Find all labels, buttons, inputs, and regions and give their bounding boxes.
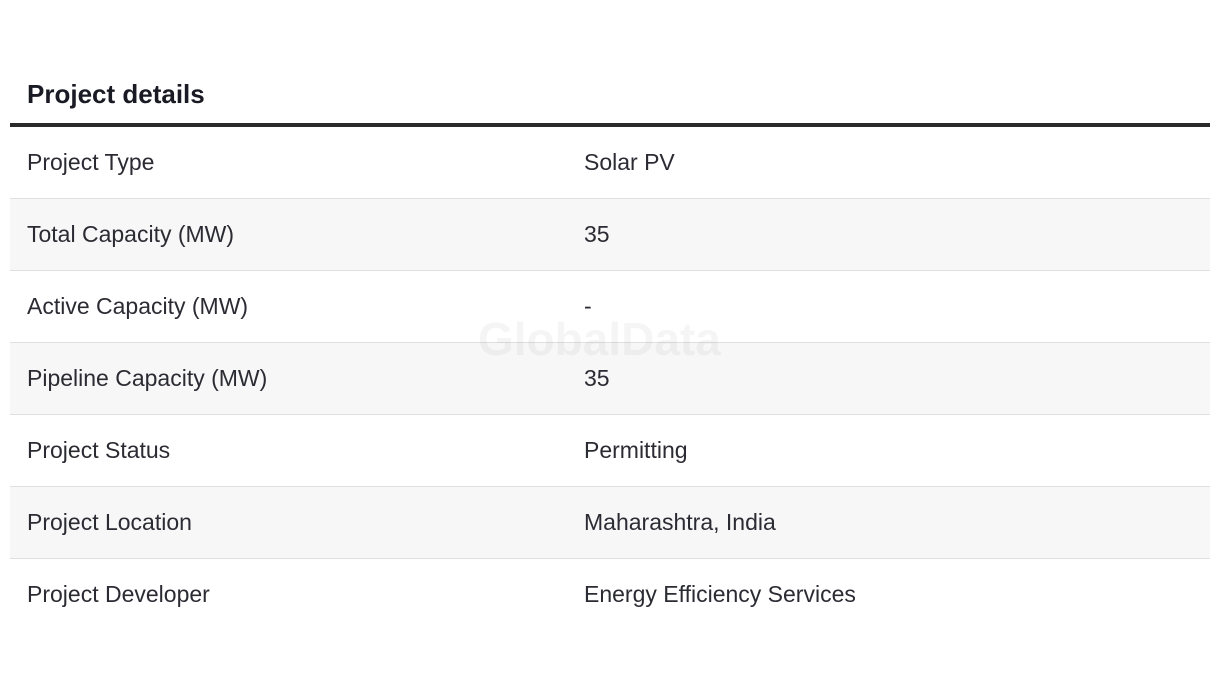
- table-row: Project Developer Energy Efficiency Serv…: [10, 559, 1210, 630]
- project-details-panel: Project details Project Type Solar PV To…: [10, 0, 1210, 630]
- title-divider: [10, 123, 1210, 127]
- table-row: Project Status Permitting: [10, 415, 1210, 487]
- row-label: Project Location: [27, 509, 192, 535]
- row-value: Permitting: [584, 437, 688, 463]
- row-label: Total Capacity (MW): [27, 221, 235, 247]
- row-value: Maharashtra, India: [584, 509, 776, 535]
- row-value: Solar PV: [584, 149, 675, 175]
- table-row: Total Capacity (MW) 35: [10, 199, 1210, 271]
- table-row: Pipeline Capacity (MW) 35: [10, 343, 1210, 415]
- row-value: Energy Efficiency Services: [584, 581, 856, 607]
- row-value: 35: [584, 365, 610, 391]
- row-label: Pipeline Capacity (MW): [27, 365, 268, 391]
- row-value: -: [584, 293, 592, 319]
- section-title: Project details: [27, 79, 205, 109]
- row-label: Project Type: [27, 149, 155, 175]
- table-row: Project Location Maharashtra, India: [10, 487, 1210, 559]
- row-label: Project Status: [27, 437, 171, 463]
- row-value: 35: [584, 221, 610, 247]
- details-table: Project Type Solar PV Total Capacity (MW…: [10, 127, 1210, 630]
- row-label: Active Capacity (MW): [27, 293, 249, 319]
- table-row: Project Type Solar PV: [10, 127, 1210, 199]
- row-label: Project Developer: [27, 581, 210, 607]
- table-row: Active Capacity (MW) -: [10, 271, 1210, 343]
